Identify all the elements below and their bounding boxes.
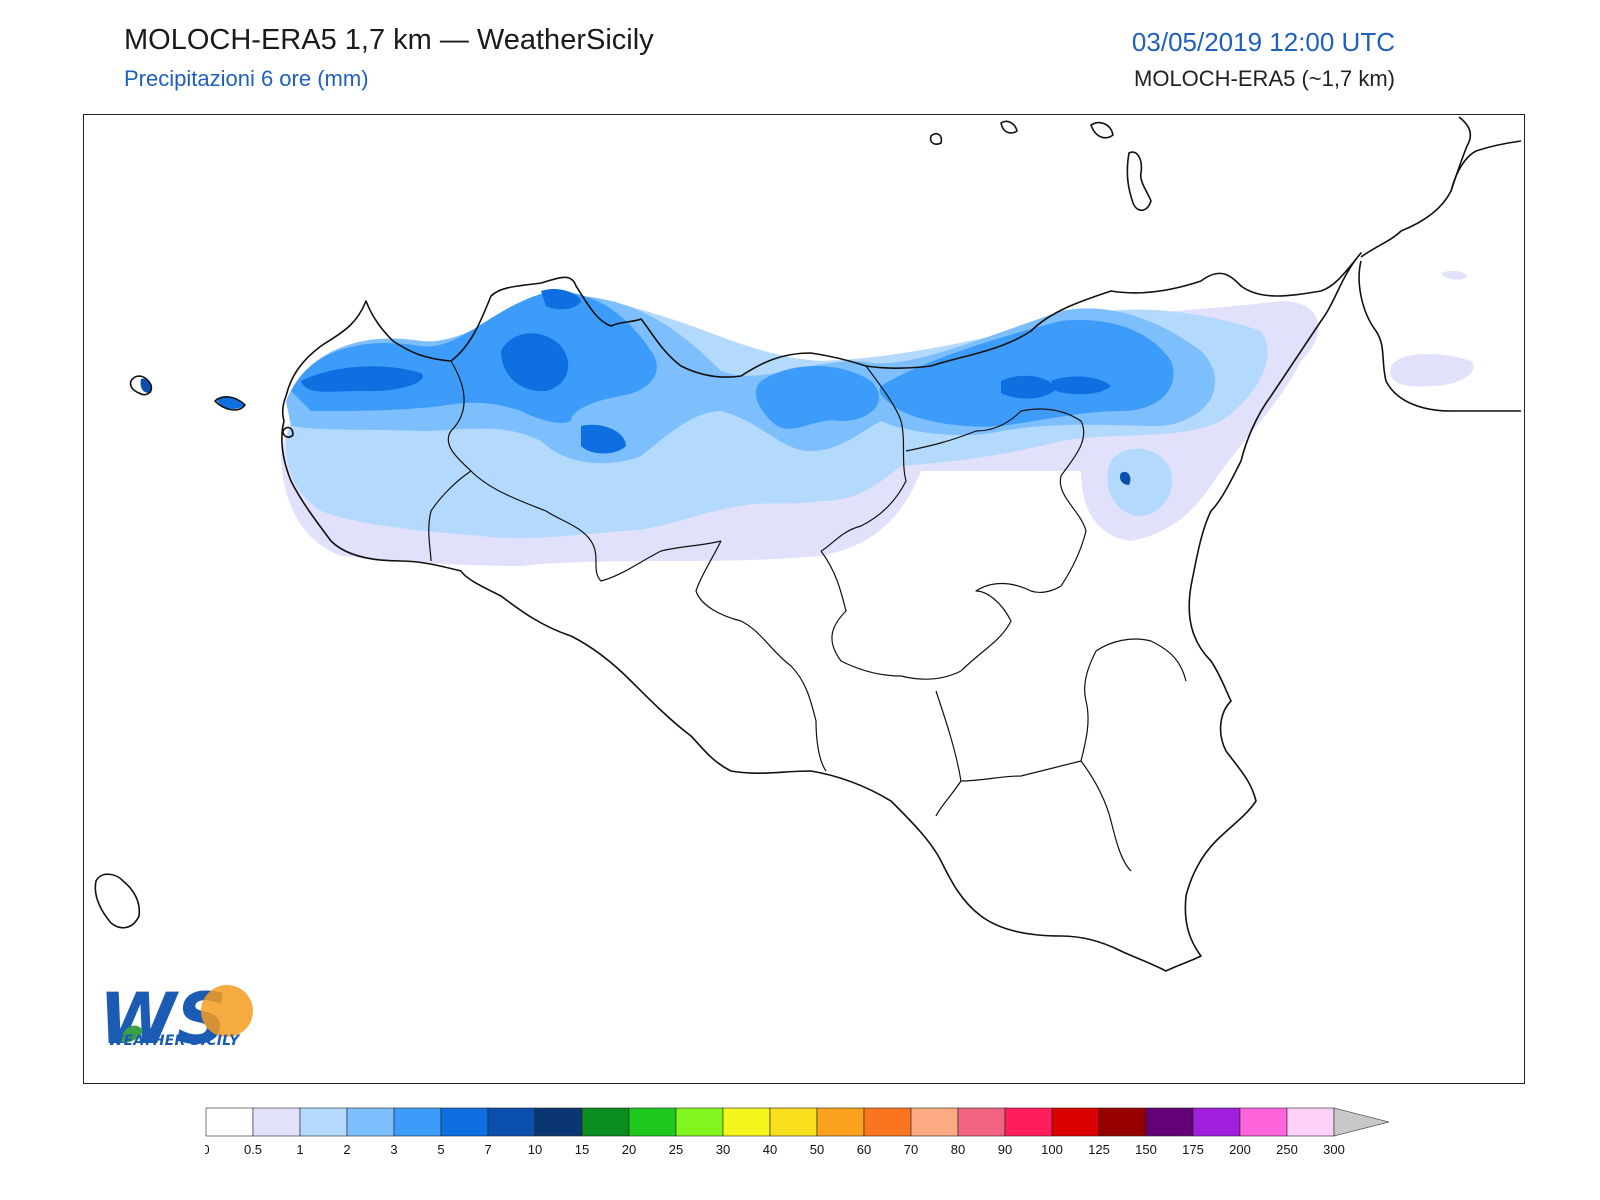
- colorbar-tick-label: 80: [951, 1142, 965, 1157]
- island-ustica: [929, 133, 943, 145]
- colorbar-swatch-16: [957, 1107, 1006, 1137]
- map-title: MOLOCH-ERA5 1,7 km — WeatherSicily: [124, 24, 654, 56]
- colorbar-tick-label: 90: [998, 1142, 1012, 1157]
- map-canvas: WS: [94, 116, 1522, 1060]
- colorbar-tick-label: 3: [390, 1142, 397, 1157]
- colorbar-swatch-5: [440, 1107, 489, 1137]
- border-messina-catania: [905, 408, 1087, 587]
- colorbar-swatch-12: [769, 1107, 818, 1137]
- island-lipari-vulcano: [1126, 151, 1152, 212]
- colorbar-swatch-4: [393, 1107, 442, 1137]
- island-levanzo-marettimo: [129, 375, 153, 396]
- colorbar-swatch-10: [675, 1107, 724, 1137]
- border-ragusa: [935, 780, 962, 817]
- colorbar-swatch-2: [299, 1107, 348, 1137]
- precip-band-0.5-east2: [1441, 270, 1467, 280]
- colorbar-tick-label: 250: [1276, 1142, 1298, 1157]
- colorbar-tick-label: 0: [205, 1142, 210, 1157]
- colorbar-tick-label: 60: [857, 1142, 871, 1157]
- colorbar-extend-arrow: [1333, 1107, 1390, 1137]
- valid-datetime: 03/05/2019 12:00 UTC: [1131, 27, 1395, 57]
- colorbar-swatch-0: [205, 1107, 254, 1137]
- precip-band-1-cell: [1107, 448, 1172, 516]
- colorbar-swatch-17: [1004, 1107, 1053, 1137]
- colorbar-segments: [205, 1107, 1390, 1137]
- colorbar-swatch-21: [1192, 1107, 1241, 1137]
- ws-logo-mark: WS: [99, 978, 253, 1060]
- colorbar-swatch-15: [910, 1107, 959, 1137]
- colorbar-tick-label: 200: [1229, 1142, 1251, 1157]
- colorbar-swatch-7: [534, 1107, 583, 1137]
- border-caltanissetta-enna: [820, 550, 962, 680]
- colorbar-tick-label: 10: [528, 1142, 542, 1157]
- border-agrigento-caltanissetta: [695, 540, 827, 772]
- colorbar-tick-label: 40: [763, 1142, 777, 1157]
- colorbar-swatch-8: [581, 1107, 630, 1137]
- colorbar-swatch-18: [1051, 1107, 1100, 1137]
- colorbar-tick-label: 125: [1088, 1142, 1110, 1157]
- colorbar-tick-label: 175: [1182, 1142, 1204, 1157]
- island-stromboli: [282, 426, 294, 438]
- colorbar-tick-label: 50: [810, 1142, 824, 1157]
- precipitation-field: [140, 270, 1474, 566]
- map-panel: WS WEATHER SICILY: [83, 114, 1525, 1084]
- colorbar-swatch-1: [252, 1107, 301, 1137]
- colorbar-tick-label: 7: [484, 1142, 491, 1157]
- colorbar-tick-label: 5: [437, 1142, 444, 1157]
- colorbar-tick-label: 1: [296, 1142, 303, 1157]
- border-trapani-palermo: [428, 360, 472, 562]
- coastlines: [94, 116, 1522, 972]
- border-palermo-agrigento: [470, 470, 722, 582]
- colorbar-tick-label: 100: [1041, 1142, 1063, 1157]
- colorbar-swatch-3: [346, 1107, 395, 1137]
- colorbar-swatch-23: [1286, 1107, 1335, 1137]
- province-borders: [428, 360, 1187, 872]
- colorbar-swatch-13: [816, 1107, 865, 1137]
- colorbar-tick-label: 300: [1323, 1142, 1345, 1157]
- island-pantelleria: [94, 873, 141, 929]
- island-salina: [1090, 121, 1114, 139]
- border-palermo-messina: [820, 365, 907, 552]
- colorbar-swatch-6: [487, 1107, 536, 1137]
- colorbar-swatch-22: [1239, 1107, 1288, 1137]
- colorbar-swatch-19: [1098, 1107, 1147, 1137]
- colorbar-tick-label: 15: [575, 1142, 589, 1157]
- colorbar-swatch-20: [1145, 1107, 1194, 1137]
- colorbar-tick-label: 30: [716, 1142, 730, 1157]
- colorbar-swatch-9: [628, 1107, 677, 1137]
- precip-band-0.5-east: [1390, 354, 1474, 387]
- colorbar-tick-label: 70: [904, 1142, 918, 1157]
- calabria-coastline: [1358, 140, 1522, 412]
- border-catania-ragusa-siracusa: [935, 690, 1132, 872]
- calabria-coast-north: [1450, 116, 1472, 192]
- border-enna-catania: [960, 582, 1062, 672]
- map-subtitle: Precipitazioni 6 ore (mm): [124, 66, 369, 91]
- colorbar-tick-label: 2: [343, 1142, 350, 1157]
- ws-logo-sun-icon: [201, 985, 253, 1037]
- precip-band-3: [291, 291, 1174, 429]
- colorbar-swatch-11: [722, 1107, 771, 1137]
- ws-logo-text: WEATHER SICILY: [108, 1033, 240, 1049]
- colorbar-swatch-14: [863, 1107, 912, 1137]
- ws-logo-leaf-icon: [119, 1025, 143, 1043]
- colorbar-tick-label: 20: [622, 1142, 636, 1157]
- model-label: MOLOCH-ERA5 (~1,7 km): [1134, 66, 1395, 91]
- colorbar: 0 0.5 1 2 3 5 7 10 15 20 25 30 40 50 60 70 80 90 100 125 150…: [205, 1107, 1390, 1157]
- sicily-coastline: [281, 252, 1362, 972]
- border-catania-siracusa: [1080, 638, 1187, 762]
- island-alicudi-filicudi: [1000, 120, 1018, 134]
- island-favignana: [214, 396, 246, 411]
- colorbar-tick-label: 25: [669, 1142, 683, 1157]
- colorbar-labels: 0 0.5 1 2 3 5 7 10 15 20 25 30 40 50 60 70 80 90 100 125 150…: [205, 1142, 1345, 1157]
- colorbar-tick-label: 0.5: [244, 1142, 262, 1157]
- colorbar-tick-label: 150: [1135, 1142, 1157, 1157]
